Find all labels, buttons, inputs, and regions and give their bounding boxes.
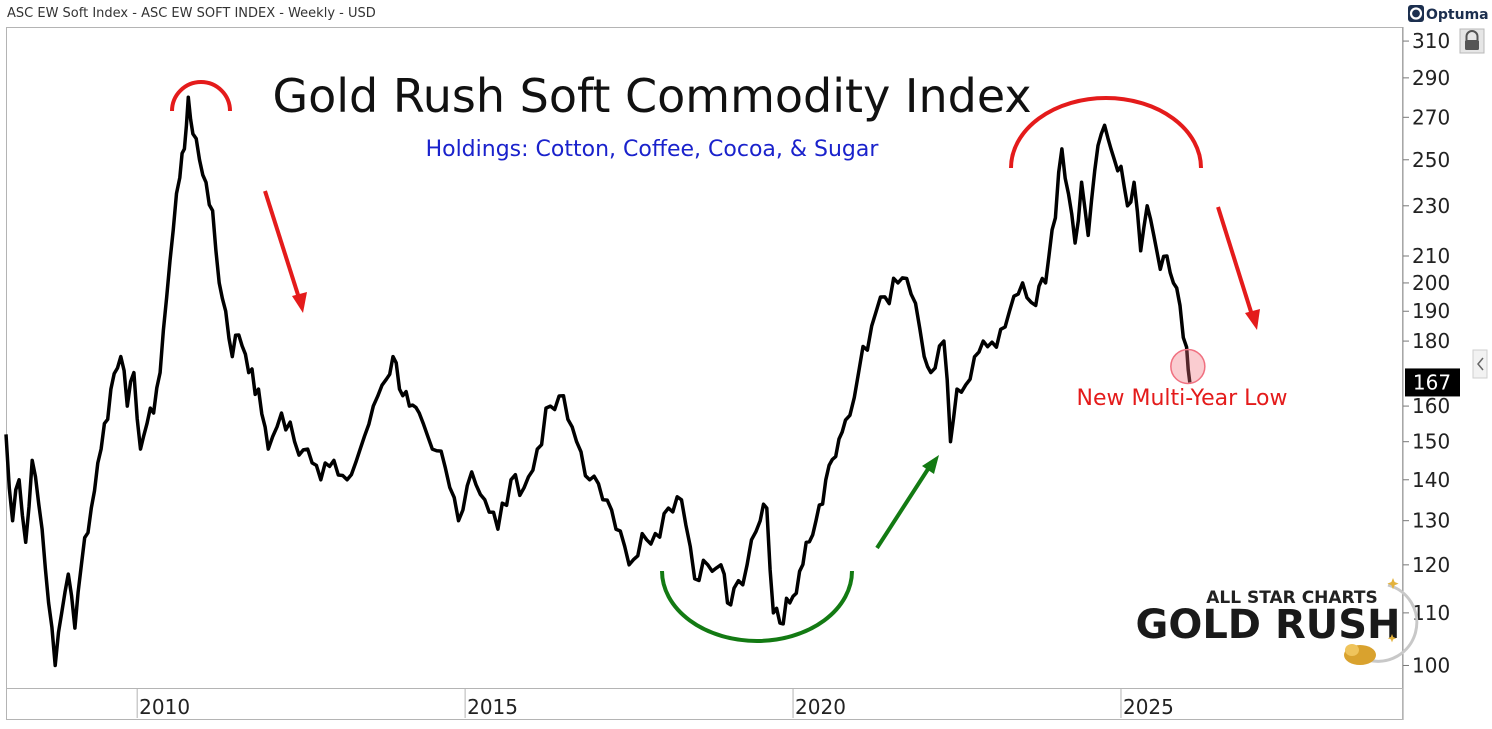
logo-swoosh <box>1367 583 1419 663</box>
panel-collapse-handle[interactable] <box>1472 349 1488 379</box>
y-tick-label: 100 <box>1412 653 1450 677</box>
y-tick-label: 150 <box>1412 430 1450 454</box>
sparkle-icon-small <box>1387 634 1397 643</box>
down-arrow-right-shaft <box>1216 206 1254 316</box>
collapse-handle-button[interactable] <box>1472 349 1488 379</box>
lock-shackle <box>1465 30 1479 40</box>
x-tick-label: 2015 <box>467 695 518 719</box>
gold-nugget-highlight <box>1345 644 1359 656</box>
y-tick-label: 310 <box>1412 29 1450 53</box>
optuma-brand-label: Optuma <box>1426 7 1489 23</box>
down-arrow-left-head <box>292 292 307 313</box>
plot-area <box>6 27 1403 689</box>
x-axis-ticks: 2010 2015 2020 2025 <box>136 688 1174 719</box>
y-tick-label: 120 <box>1412 553 1450 577</box>
logo-line-1: ALL STAR CHARTS <box>1206 588 1377 608</box>
y-tick-label: 270 <box>1412 105 1450 129</box>
down-arrow-right-head <box>1245 309 1260 330</box>
x-tick-label: 2025 <box>1123 695 1174 719</box>
lock-body <box>1465 40 1479 50</box>
optuma-brand: Optuma <box>1408 5 1489 23</box>
down-arrow-left-shaft <box>263 190 301 299</box>
up-arrow-head <box>922 455 939 474</box>
annotation-new-low: New Multi-Year Low <box>1077 386 1288 411</box>
peak-arc-2011 <box>170 80 232 112</box>
y-tick-label: 250 <box>1412 148 1450 172</box>
y-tick-label: 290 <box>1412 66 1450 90</box>
y-tick-label: 160 <box>1412 394 1450 418</box>
chart-title: Gold Rush Soft Commodity Index <box>272 69 1031 123</box>
logo-line-2: GOLD RUSH <box>1135 602 1400 648</box>
lock-icon[interactable] <box>1459 28 1485 54</box>
y-tick-label: 180 <box>1412 329 1450 353</box>
peak-arc-2024 <box>1009 96 1203 169</box>
y-axis-ticks: 1001101201301401501601801902002102302502… <box>1403 29 1450 677</box>
x-tick-label: 2020 <box>795 695 846 719</box>
y-tick-label: 130 <box>1412 509 1450 533</box>
series-line-soft-index <box>4 95 1192 668</box>
y-tick-label: 200 <box>1412 271 1450 295</box>
x-axis-panel <box>6 688 1403 720</box>
last-value-tag <box>1405 368 1460 397</box>
up-arrow-shaft <box>875 464 932 550</box>
gold-rush-logo: ALL STAR CHARTS GOLD RUSH <box>1135 578 1419 665</box>
sparkle-icon <box>1387 578 1399 590</box>
multi-year-low-marker <box>1170 348 1206 385</box>
chart-subtitle: Holdings: Cotton, Coffee, Cocoa, & Sugar <box>426 137 880 162</box>
trough-arc-2019 <box>660 570 854 643</box>
x-tick-label: 2010 <box>139 695 190 719</box>
chevron-left-icon <box>1477 357 1484 371</box>
y-tick-label: 230 <box>1412 194 1450 218</box>
last-value-label: 167 <box>1413 370 1451 394</box>
y-tick-label: 140 <box>1412 468 1450 492</box>
optuma-logo-ring <box>1409 7 1423 20</box>
y-tick-label: 210 <box>1412 244 1450 268</box>
y-tick-label: 190 <box>1412 299 1450 323</box>
chart-caption: ASC EW Soft Index - ASC EW SOFT INDEX - … <box>7 6 376 21</box>
